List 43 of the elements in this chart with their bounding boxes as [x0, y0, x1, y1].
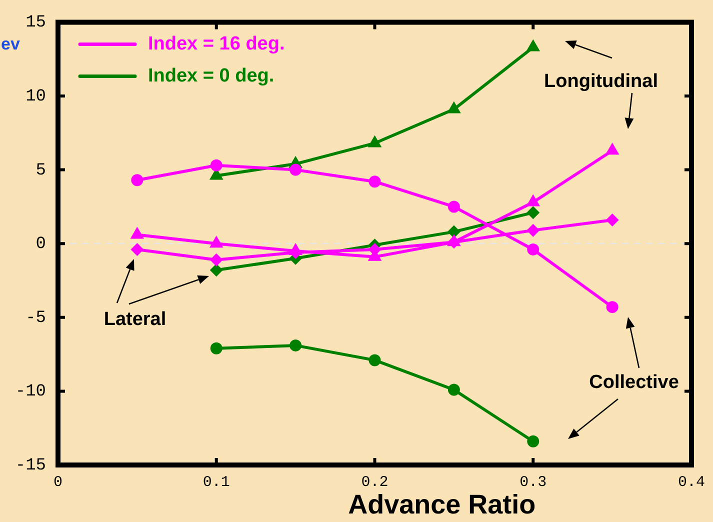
point [526, 194, 540, 206]
x-tick-label: 0.1 [202, 474, 230, 491]
annotation: Lateral [104, 309, 166, 330]
point [447, 225, 460, 238]
point [526, 224, 540, 237]
point [447, 101, 461, 114]
y-axis-title: ev [1, 34, 20, 54]
point [526, 206, 540, 220]
point [290, 164, 302, 176]
point [368, 135, 382, 148]
annotation: Collective [589, 372, 679, 394]
x-tick-label: 0 [53, 474, 63, 491]
point [448, 384, 460, 396]
x-axis-title: Advance Ratio [348, 489, 536, 520]
x-tick-label: 0.4 [678, 474, 706, 491]
point [131, 174, 144, 186]
y-tick-label: 0 [36, 235, 46, 254]
x-tick-label: 0.2 [361, 474, 388, 491]
legend-label: Index = 16 deg. [148, 33, 285, 54]
point [210, 264, 223, 277]
point [526, 39, 540, 52]
point [448, 200, 460, 213]
point [606, 213, 619, 226]
y-tick-label: 10 [26, 88, 46, 106]
y-tick-label: -10 [15, 382, 46, 402]
x-tick-label: 0.3 [520, 474, 547, 491]
y-tick-label: -15 [15, 456, 46, 476]
legend-label: Index = 0 deg. [148, 65, 274, 86]
point [130, 243, 144, 256]
point [290, 339, 302, 352]
point [605, 142, 620, 155]
y-tick-label: 15 [26, 14, 46, 33]
point [606, 301, 618, 314]
y-tick-label: 5 [36, 161, 46, 180]
point [368, 354, 381, 366]
point [210, 253, 223, 266]
y-tick-label: -5 [26, 308, 46, 328]
annotation: Longitudinal [544, 71, 658, 92]
point [527, 435, 540, 448]
point [368, 176, 381, 188]
point [210, 159, 222, 172]
point [210, 342, 222, 354]
point [527, 244, 540, 256]
